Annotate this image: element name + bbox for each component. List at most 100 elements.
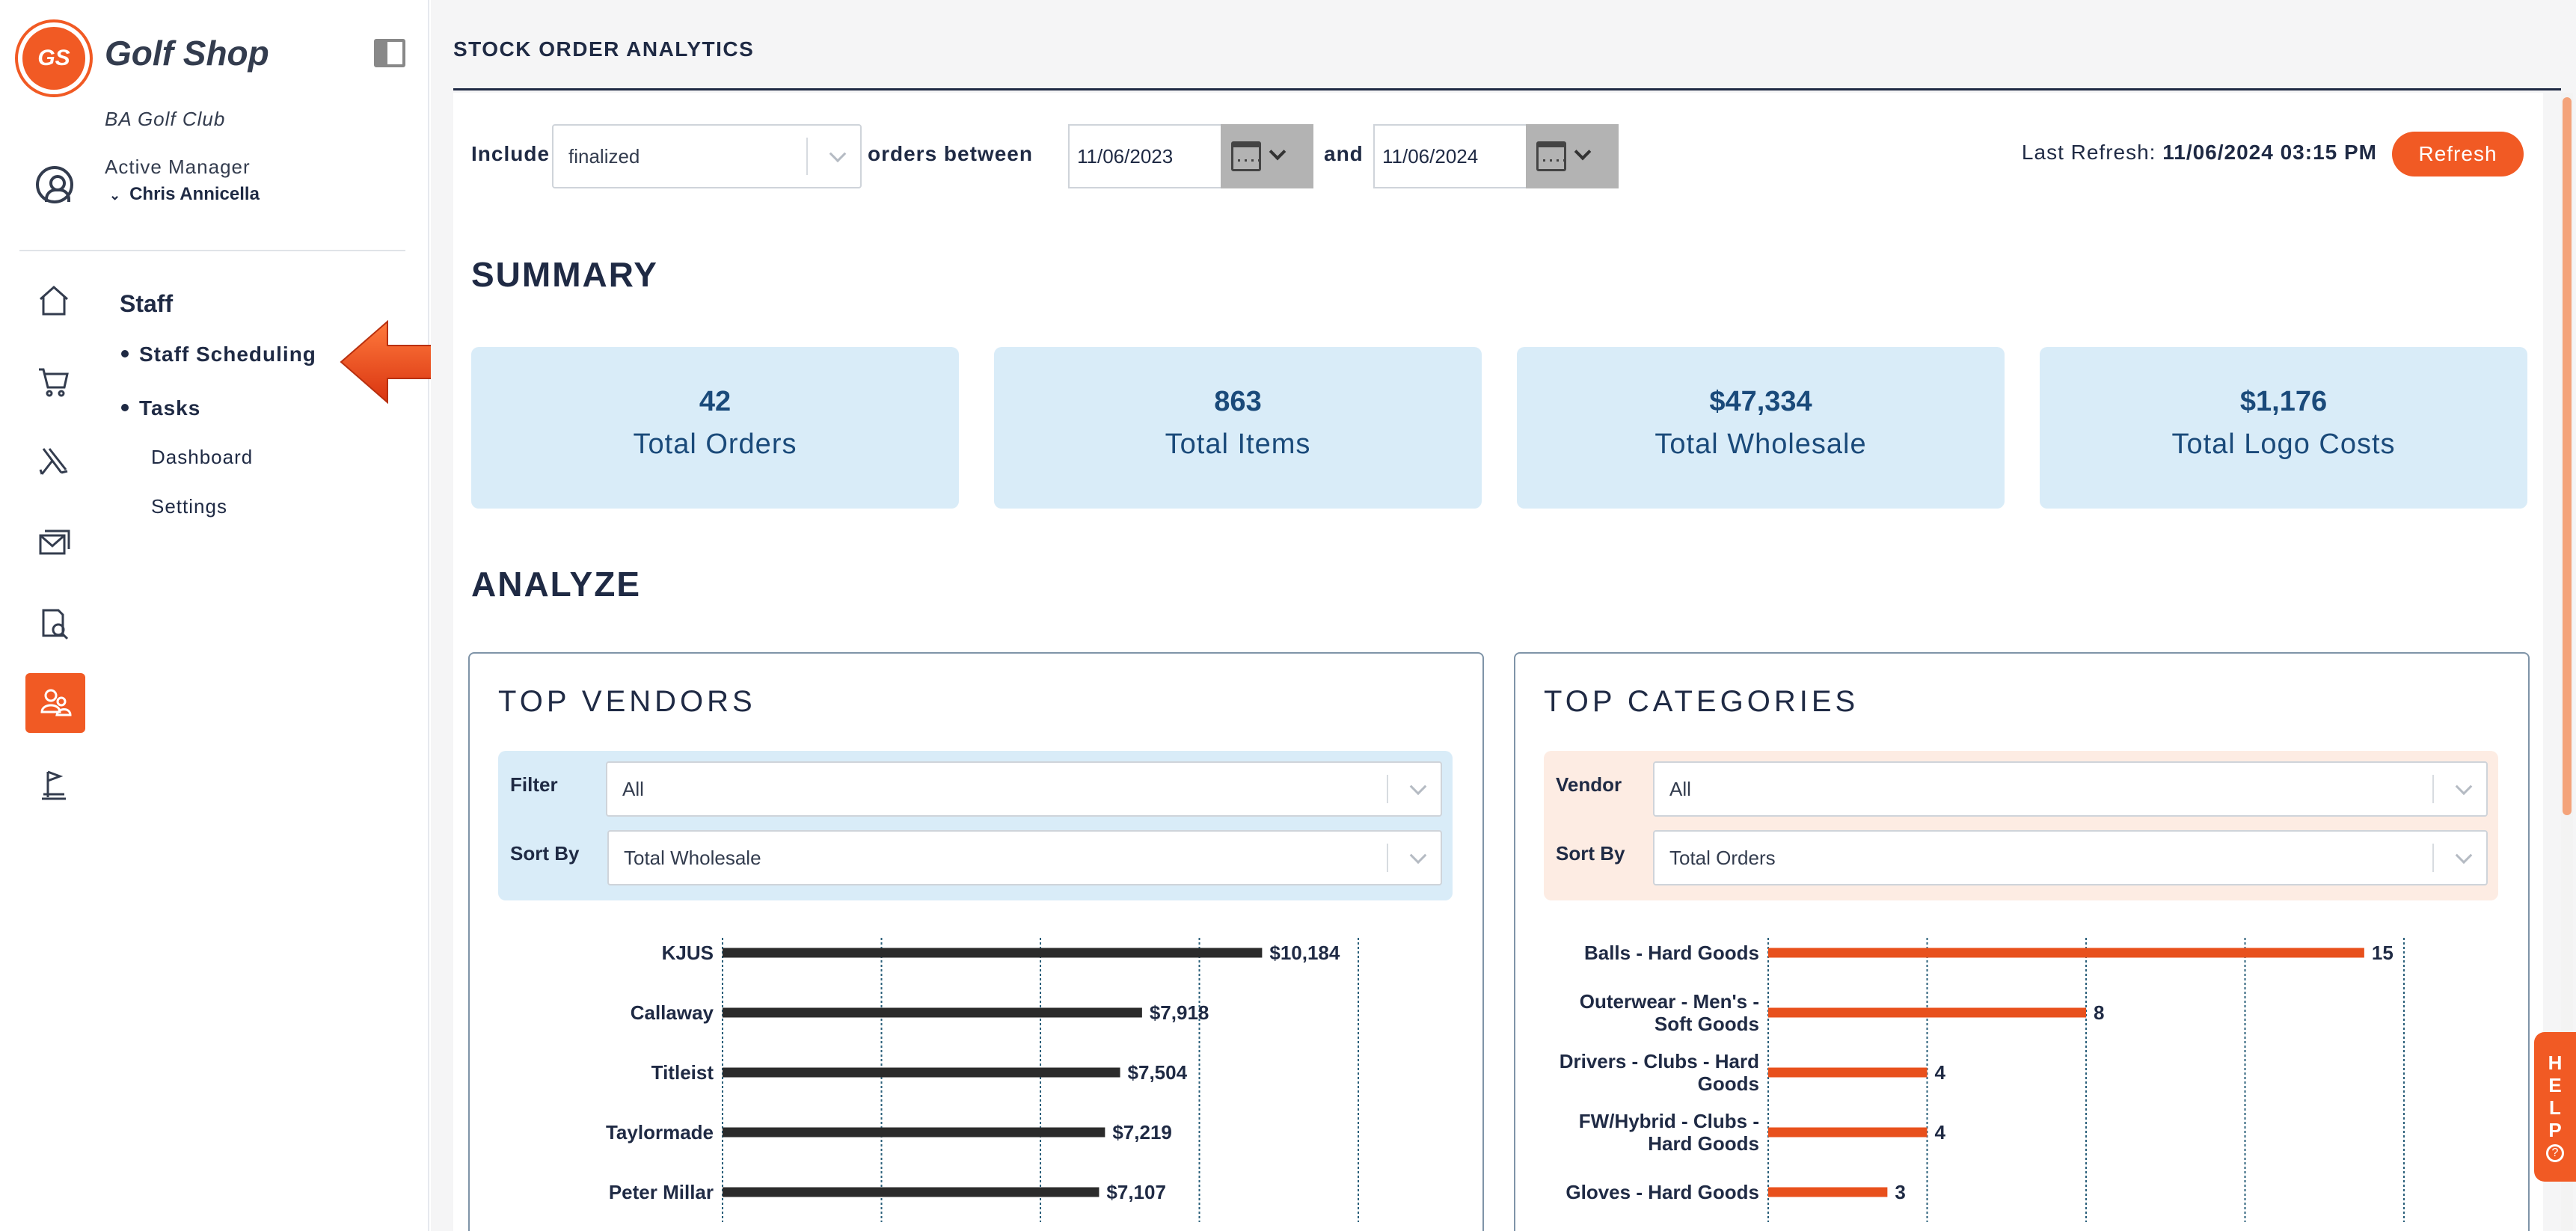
select-separator [1387,775,1388,803]
category-label-line: Titleist [651,1061,714,1084]
manager-selector[interactable]: ⌄ Chris Annicella [109,184,260,205]
vendor-filter-select[interactable]: All [606,761,1442,817]
category-label-line: Callaway [631,1001,714,1024]
golf-clubs-icon[interactable] [33,441,75,483]
document-search-icon[interactable] [33,603,75,645]
value-label: 3 [1895,1181,1905,1203]
include-label: Include [471,142,551,165]
bar [723,1127,1105,1138]
bar [1768,948,2364,958]
top-vendors-chart: KJUS $10,184 Callaway $7,918 Titleist $7,504 T… [606,938,1359,1222]
value-label: $10,184 [1269,942,1340,964]
vendor-value: All [1669,777,1691,800]
category-label-line: KJUS [662,942,714,964]
category-label: Outerwear - Men's -Soft Goods [1580,990,1759,1035]
select-separator [806,138,808,175]
category-sort-select[interactable]: Total Orders [1653,830,2488,885]
sort-value: Total Wholesale [624,846,761,869]
sort-label: Sort By [1556,842,1625,865]
menu-item-staff-scheduling[interactable]: Staff Scheduling [121,343,316,366]
flag-icon[interactable] [33,764,75,806]
cart-icon[interactable] [33,360,75,402]
card-label: Total Wholesale [1655,429,1867,460]
select-separator [1387,844,1388,872]
category-label-line: Balls - Hard Goods [1584,942,1759,964]
value-label: $7,918 [1150,1001,1209,1024]
category-label-line: Taylormade [606,1121,714,1143]
chevron-down-icon: ⌄ [109,188,121,203]
question-circle-icon: ? [2546,1144,2564,1162]
include-select[interactable]: finalized [552,124,862,188]
sidebar-collapse-icon[interactable] [374,39,405,67]
category-label-line: Soft Goods [1655,1013,1759,1035]
start-date-input[interactable]: 11/06/2023 [1068,124,1222,188]
category-label-line: Peter Millar [609,1181,714,1203]
category-label: Balls - Hard Goods [1584,942,1759,964]
scrollbar-thumb[interactable] [2563,97,2572,815]
category-label: Callaway [631,1001,714,1024]
bar [723,1187,1100,1197]
sort-label: Sort By [510,842,580,865]
menu-item-settings[interactable]: Settings [151,495,227,518]
category-label-line: Hard Goods [1648,1132,1759,1155]
category-label-line: Drivers - Clubs - Hard [1560,1050,1759,1072]
menu-item-tasks[interactable]: Tasks [121,396,200,420]
bullet [121,403,129,411]
bar [1768,1127,1928,1138]
last-refresh: Last Refresh: 11/06/2024 03:15 PM [2022,141,2377,165]
summary-heading: SUMMARY [471,255,658,294]
home-icon[interactable] [33,280,75,322]
category-label: Peter Millar [609,1181,714,1203]
category-label: KJUS [662,942,714,964]
end-date-picker-button[interactable] [1526,124,1619,188]
bar [723,1067,1120,1078]
value-label: $7,504 [1128,1061,1188,1084]
end-date-input[interactable]: 11/06/2024 [1373,124,1527,188]
calendar-icon [1231,141,1261,171]
logo-icon[interactable]: GS [18,22,90,94]
select-separator [2432,775,2434,803]
menu-item-label: Staff Scheduling [139,343,316,366]
mail-icon[interactable] [33,522,75,564]
card-label: Total Orders [633,429,797,460]
bullet [121,349,129,357]
card-value: $1,176 [2239,386,2328,417]
chevron-down-icon [1269,143,1287,161]
category-vendor-select[interactable]: All [1653,761,2488,817]
menu-item-dashboard[interactable]: Dashboard [151,446,254,468]
user-icon [36,166,73,203]
chevron-down-icon [829,145,847,163]
category-label-line: Goods [1698,1072,1759,1095]
category-label-line: Gloves - Hard Goods [1565,1181,1759,1203]
panel-title: TOP VENDORS [498,685,756,718]
category-label: Gloves - Hard Goods [1565,1181,1759,1203]
panel-title: TOP CATEGORIES [1544,685,1859,718]
logo-initials: GS [37,46,70,70]
last-refresh-label: Last Refresh: [2021,141,2156,164]
card-value: $47,334 [1709,386,1812,417]
select-separator [2432,844,2434,872]
refresh-button[interactable]: Refresh [2392,132,2524,176]
card-value: 42 [699,386,732,417]
card-value: 863 [1214,386,1262,417]
analyze-heading: ANALYZE [471,565,641,604]
start-date-picker-button[interactable] [1221,124,1313,188]
filter-label: Filter [510,773,558,796]
value-label: 15 [2372,942,2393,964]
and-label: and [1324,142,1364,165]
main-area: STOCK ORDER ANALYTICS Include finalized … [431,0,2576,1231]
staff-icon[interactable] [25,673,85,733]
bar [1768,1187,1888,1197]
vendor-label: Vendor [1556,773,1622,796]
vendor-sort-select[interactable]: Total Wholesale [607,830,1442,885]
filter-value: All [622,777,644,800]
calendar-icon [1536,141,1566,171]
manager-label: Active Manager [105,156,251,178]
top-categories-chart: Balls - Hard Goods 15 Outerwear - Men's -S… [1560,938,2405,1222]
top-categories-panel: TOP CATEGORIES Vendor All Sort By Total … [1514,652,2530,1231]
bar [1768,1007,2086,1018]
categories-filter-box: Vendor All Sort By Total Orders [1544,751,2498,900]
sidebar-divider [19,250,405,251]
